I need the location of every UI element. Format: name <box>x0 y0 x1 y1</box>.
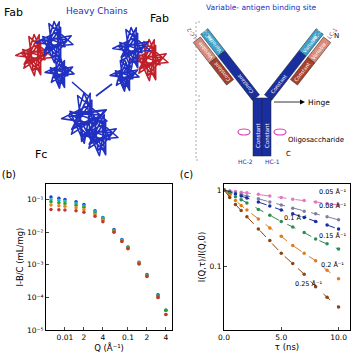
svg-text:4: 4 <box>163 333 168 342</box>
svg-text:0.01: 0.01 <box>57 333 74 342</box>
svg-text:2: 2 <box>145 333 150 342</box>
svg-text:Constant: Constant <box>213 61 232 82</box>
svg-text:Constant: Constant <box>236 73 255 94</box>
svg-text:Heavy Chains: Heavy Chains <box>66 6 128 16</box>
svg-text:0.1: 0.1 <box>210 262 222 271</box>
svg-text:4: 4 <box>100 333 105 342</box>
svg-text:HC-1: HC-1 <box>265 158 280 165</box>
svg-text:2: 2 <box>82 333 87 342</box>
svg-text:Variable- antigen binding site: Variable- antigen binding site <box>206 3 317 12</box>
svg-text:τ (ns): τ (ns) <box>275 342 299 352</box>
svg-text:(c): (c) <box>180 169 193 180</box>
svg-text:0.0: 0.0 <box>218 333 230 342</box>
svg-text:HC-2: HC-2 <box>200 28 214 43</box>
svg-text:5.0: 5.0 <box>275 333 287 342</box>
svg-text:HC-2: HC-2 <box>238 158 253 165</box>
svg-text:0.1: 0.1 <box>122 333 134 342</box>
svg-text:0.08 Å⁻¹: 0.08 Å⁻¹ <box>319 201 346 210</box>
svg-text:Constant: Constant <box>269 73 288 94</box>
svg-text:Fab: Fab <box>4 6 23 19</box>
svg-text:Constant: Constant <box>293 61 312 82</box>
svg-text:Hinge: Hinge <box>308 98 330 107</box>
svg-text:0.25 Å⁻¹: 0.25 Å⁻¹ <box>295 279 322 288</box>
svg-text:10⁻⁵: 10⁻⁵ <box>27 326 44 335</box>
svg-text:10⁻¹: 10⁻¹ <box>27 195 44 204</box>
svg-text:I(Q,τ)/I(Q,0): I(Q,τ)/I(Q,0) <box>197 232 207 282</box>
svg-text:10.0: 10.0 <box>330 333 347 342</box>
svg-text:LC-2: LC-2 <box>185 26 198 40</box>
svg-text:Q (Å⁻¹): Q (Å⁻¹) <box>94 342 124 353</box>
svg-text:10⁻⁴: 10⁻⁴ <box>27 293 44 302</box>
svg-text:HC-1: HC-1 <box>310 28 324 43</box>
svg-text:0.2 Å⁻¹: 0.2 Å⁻¹ <box>321 260 344 269</box>
svg-text:(b): (b) <box>2 169 16 180</box>
svg-text:Constant: Constant <box>264 122 270 148</box>
svg-text:Oligosaccharide: Oligosaccharide <box>288 136 344 144</box>
svg-text:C: C <box>286 150 291 158</box>
svg-text:N: N <box>334 32 339 40</box>
svg-text:Variable: Variable <box>310 41 327 61</box>
svg-text:I-B/C (mL/mg): I-B/C (mL/mg) <box>15 228 25 287</box>
svg-text:LC-1: LC-1 <box>326 27 338 40</box>
svg-text:1: 1 <box>217 186 222 195</box>
svg-text:Variable: Variable <box>197 41 214 61</box>
svg-text:0.1 Å⁻¹: 0.1 Å⁻¹ <box>284 213 307 222</box>
svg-text:10⁻³: 10⁻³ <box>27 260 44 269</box>
svg-text:0.15 Å⁻¹: 0.15 Å⁻¹ <box>319 231 346 240</box>
svg-text:0.05 Å⁻¹: 0.05 Å⁻¹ <box>319 187 346 196</box>
svg-text:10⁻²: 10⁻² <box>27 228 44 237</box>
svg-text:Constant: Constant <box>255 122 261 148</box>
svg-text:Fc: Fc <box>35 148 47 161</box>
svg-text:Fab: Fab <box>150 12 169 25</box>
